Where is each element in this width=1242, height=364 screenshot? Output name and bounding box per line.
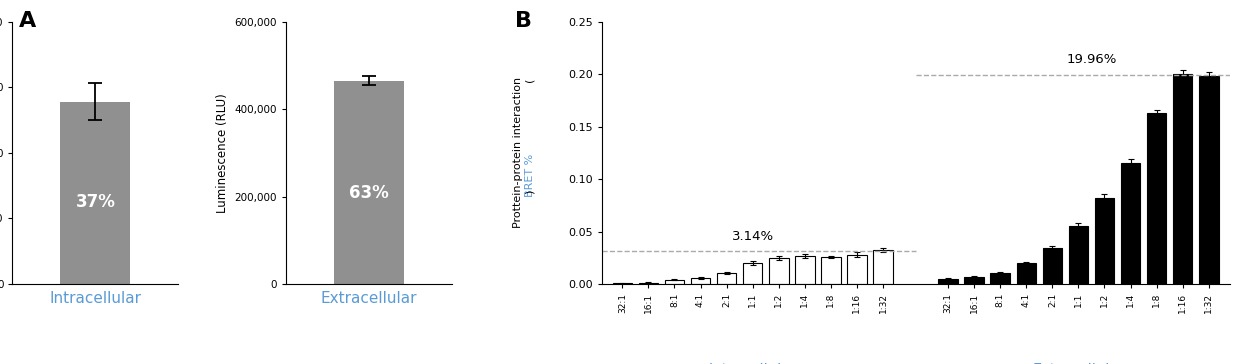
Bar [965, 277, 984, 284]
Text: Intracellular: Intracellular [708, 363, 797, 364]
Bar [1199, 76, 1218, 284]
Bar [939, 279, 958, 284]
Bar [61, 102, 130, 284]
Bar [334, 81, 404, 284]
Bar [743, 263, 763, 284]
Text: 37%: 37% [76, 193, 116, 211]
Bar [691, 278, 710, 284]
Bar [795, 256, 815, 284]
Text: BRET %: BRET % [525, 154, 535, 197]
Text: A: A [19, 11, 36, 31]
Bar [664, 280, 684, 284]
Bar [717, 273, 737, 284]
Text: 63%: 63% [349, 183, 389, 202]
Bar [1094, 198, 1114, 284]
Bar [1016, 263, 1036, 284]
Bar [990, 273, 1010, 284]
Text: B: B [515, 11, 533, 31]
Text: 19.96%: 19.96% [1067, 53, 1117, 66]
Text: 3.14%: 3.14% [732, 230, 774, 243]
Bar [873, 250, 893, 284]
Text: ): ) [525, 190, 535, 194]
X-axis label: Extracellular: Extracellular [320, 291, 417, 306]
Bar [638, 283, 658, 284]
Y-axis label: Luminescence (RLU): Luminescence (RLU) [216, 93, 229, 213]
Bar [847, 254, 867, 284]
Bar [1042, 248, 1062, 284]
Text: Prottein-protein interaction
(: Prottein-protein interaction ( [513, 77, 535, 229]
Bar [1146, 113, 1166, 284]
Bar [821, 257, 841, 284]
Bar [1172, 74, 1192, 284]
Bar [1120, 163, 1140, 284]
Bar [1068, 226, 1088, 284]
X-axis label: Intracellular: Intracellular [50, 291, 142, 306]
Bar [769, 258, 789, 284]
Text: Extracellular: Extracellular [1032, 363, 1125, 364]
